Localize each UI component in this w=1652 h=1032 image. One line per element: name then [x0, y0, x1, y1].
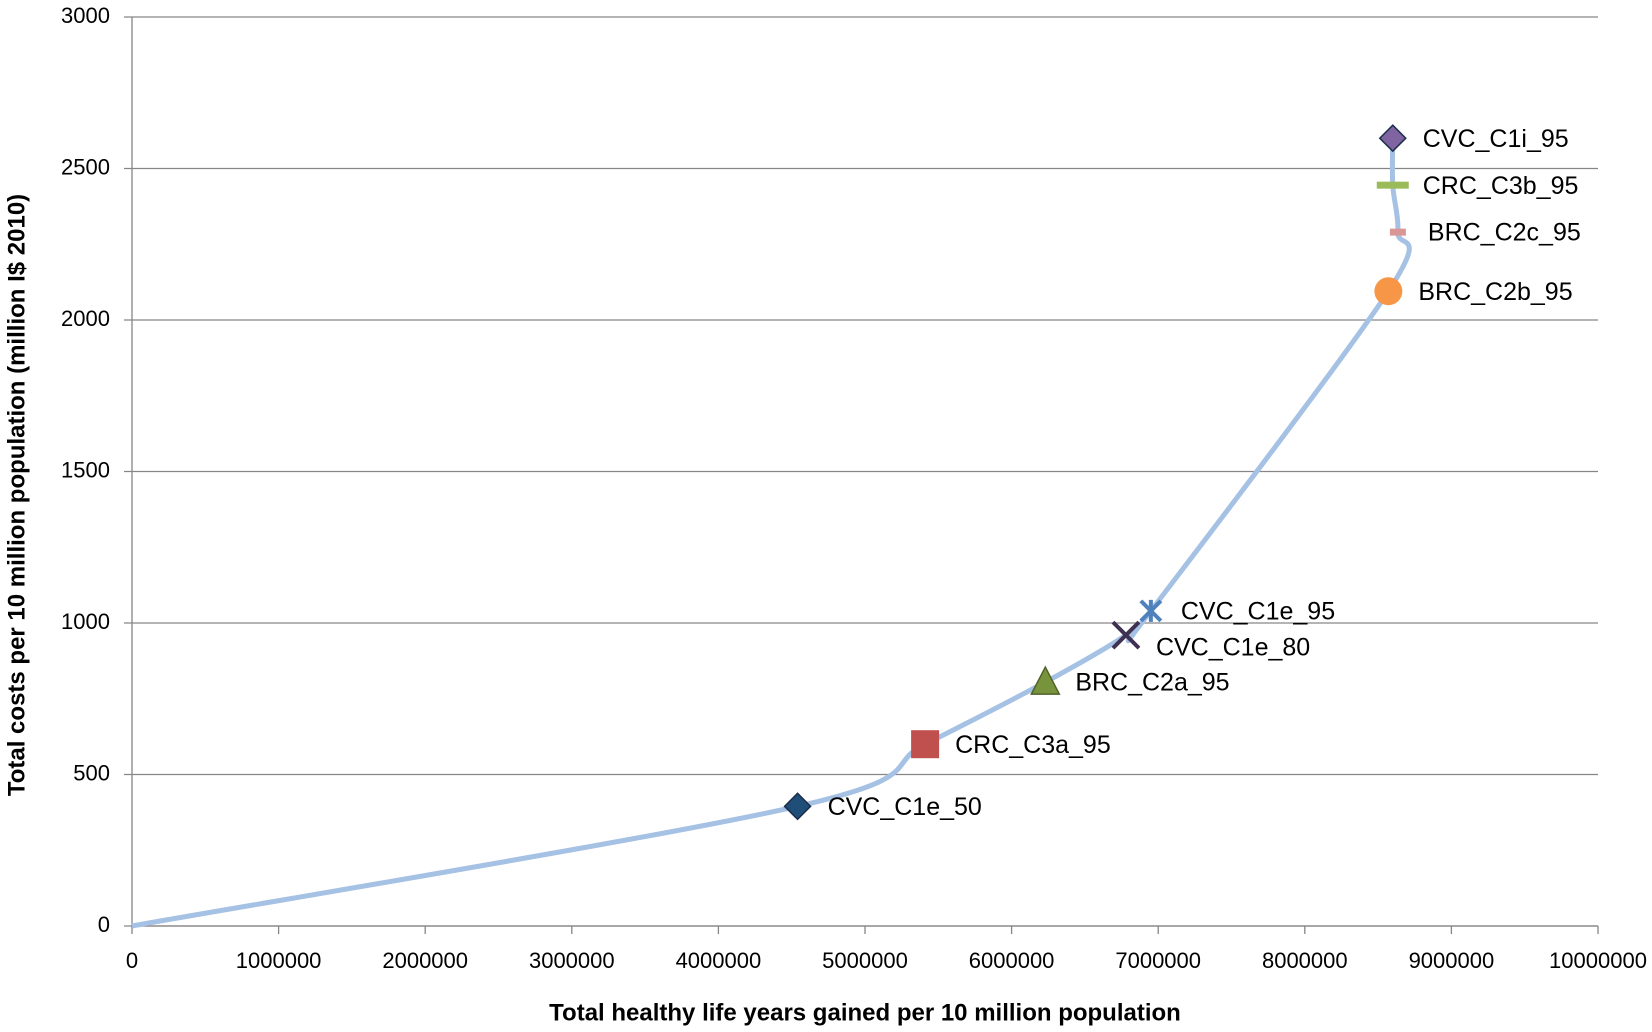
- point-marker: [911, 730, 940, 759]
- x-tick-label: 0: [126, 948, 138, 973]
- point-marker: [1376, 181, 1409, 189]
- point-marker: [1374, 277, 1403, 306]
- point-marker: [1139, 599, 1163, 623]
- y-tick-label: 2500: [61, 154, 110, 179]
- point-marker: [1030, 665, 1061, 695]
- x-tick-label: 6000000: [969, 948, 1055, 973]
- point-label: CRC_C3a_95: [955, 731, 1111, 759]
- point-label: CVC_C1e_80: [1156, 634, 1310, 662]
- point-marker: [1378, 124, 1407, 153]
- y-axis-title: Total costs per 10 million population (m…: [3, 194, 30, 796]
- point-label: CVC_C1i_95: [1423, 125, 1569, 153]
- y-tick-label: 1000: [61, 609, 110, 634]
- point-marker: [1389, 228, 1406, 236]
- point-label: BRC_C2a_95: [1075, 669, 1229, 697]
- y-tick-label: 0: [98, 912, 110, 937]
- x-tick-label: 9000000: [1409, 948, 1495, 973]
- x-tick-label: 1000000: [236, 948, 322, 973]
- x-tick-label: 3000000: [529, 948, 615, 973]
- x-tick-label: 5000000: [822, 948, 908, 973]
- frontier-line: [131, 138, 1412, 929]
- x-tick-label: 7000000: [1115, 948, 1201, 973]
- y-tick-label: 3000: [61, 3, 110, 28]
- y-tick-label: 500: [73, 760, 110, 785]
- x-tick-label: 2000000: [382, 948, 468, 973]
- point-label: CRC_C3b_95: [1423, 172, 1579, 200]
- point-marker: [783, 792, 812, 821]
- y-tick-label: 2000: [61, 306, 110, 331]
- point-label: CVC_C1e_50: [828, 793, 982, 821]
- y-tick-label: 1500: [61, 457, 110, 482]
- x-tick-label: 8000000: [1262, 948, 1348, 973]
- x-tick-label: 10000000: [1549, 948, 1647, 973]
- x-tick-label: 4000000: [676, 948, 762, 973]
- x-axis-title: Total healthy life years gained per 10 m…: [549, 999, 1181, 1026]
- point-label: BRC_C2b_95: [1418, 278, 1572, 306]
- point-marker: [1111, 620, 1141, 650]
- point-label: CVC_C1e_95: [1181, 597, 1335, 625]
- point-label: BRC_C2c_95: [1428, 219, 1581, 247]
